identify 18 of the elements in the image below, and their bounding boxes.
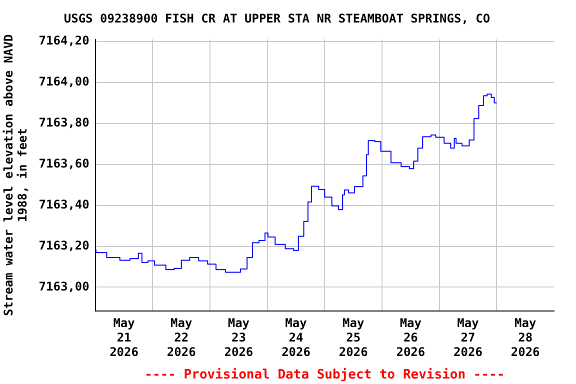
y-tick-label: 7163,60 xyxy=(38,156,90,170)
x-tick-label: May 21 2026 xyxy=(110,316,138,359)
x-tick-label: May 24 2026 xyxy=(282,316,310,359)
x-tick-label: May 23 2026 xyxy=(224,316,254,359)
y-tick-label: 7163,20 xyxy=(38,238,90,252)
x-tick-label: May 22 2026 xyxy=(166,316,196,359)
y-tick-label: 7163,80 xyxy=(38,116,90,130)
x-tick-label: May 27 2026 xyxy=(454,316,482,359)
y-tick-label: 7164,00 xyxy=(38,74,90,89)
chart-title: USGS 09238900 FISH CR AT UPPER STA NR STEAMBOAT SPRINGS, CO xyxy=(64,11,490,26)
x-tick-label: May 26 2026 xyxy=(396,316,426,359)
x-tick-label: May 28 2026 xyxy=(510,316,540,359)
y-tick-label: 7163,40 xyxy=(38,197,90,212)
y-axis-title: Stream water level elevation above NAVD 1988, in feet xyxy=(1,34,30,316)
y-tick-label: 7163,00 xyxy=(38,279,90,294)
y-tick-label: 7164,20 xyxy=(38,34,90,48)
x-tick-label: May 25 2026 xyxy=(338,316,368,359)
text: ---- Provisional Data Subject to Revision ---- xyxy=(144,367,505,382)
